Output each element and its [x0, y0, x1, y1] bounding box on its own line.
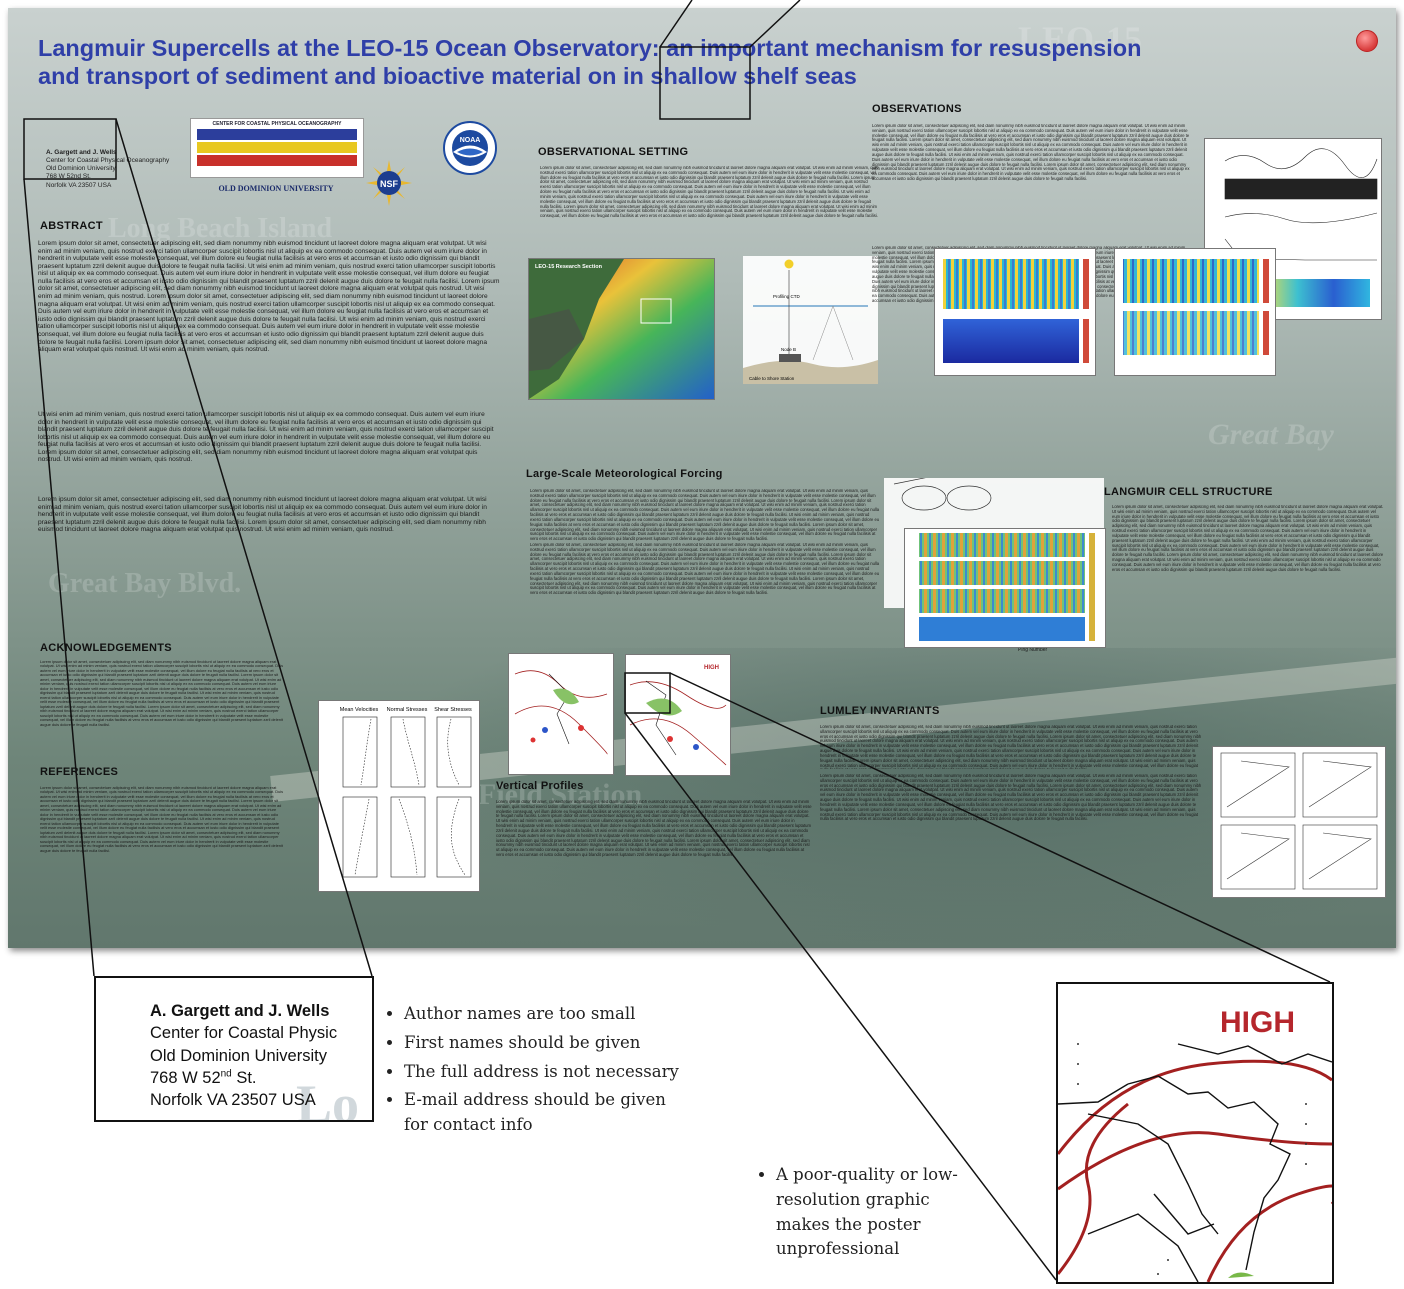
vertical-profiles-plot: Mean Velocities Normal Stresses Shear St… — [340, 707, 472, 878]
observatory-schematic: Profiling CTD Node B Cable to Shore Stat… — [743, 259, 878, 384]
weather-zoom-image: HIGH — [1058, 984, 1332, 1282]
poster-title-line2: and transport of sediment and bioactive … — [38, 63, 857, 90]
odu-logo-text: OLD DOMINION UNIVERSITY — [218, 184, 334, 193]
poster-title-line1: Langmuir Supercells at the LEO-15 Ocean … — [38, 35, 1142, 61]
profiles-label-shear: Shear Stresses — [434, 707, 472, 713]
noaa-logo-icon: NOAA — [443, 121, 497, 175]
critique-item-graphic: A poor-quality or low-resolution graphic… — [776, 1163, 968, 1262]
lumley-invariants-plot — [1220, 752, 1378, 890]
critique-item: The full address is not necessary — [404, 1060, 686, 1085]
profiles-label-mean: Mean Velocities — [340, 707, 379, 713]
critique-item: First names should be given — [404, 1031, 686, 1056]
poster-author-names: A. Gargett and J. Wells — [46, 149, 117, 156]
poster-author-line2: Old Dominion University — [46, 165, 116, 173]
abstract-paragraph-1: Lorem ipsum dolor sit amet, consectetuer… — [38, 240, 500, 354]
poster-author-line1: Center for Coastal Physical Oceanography — [46, 157, 170, 165]
color-plot-2-image — [1123, 259, 1269, 355]
lumley-text-2: Lorem ipsum dolor sit amet, consectetuer… — [820, 774, 1202, 822]
heading-acknowledgements: ACKNOWLEDGEMENTS — [40, 642, 172, 654]
heading-vertical-profiles: Vertical Profiles — [496, 780, 584, 792]
ghost-label-station: Field Station — [478, 778, 643, 811]
weather-map-2-high-label: HIGH — [704, 665, 719, 671]
red-dot-icon — [1356, 30, 1378, 52]
leo15-map-figure: LEO-15 Research Section — [528, 258, 715, 400]
logo-band-blue — [197, 129, 357, 140]
langmuir-cell-schematic — [893, 478, 992, 511]
poster: LEO-15 Long Beach Island Great Bay Blvd.… — [8, 8, 1396, 948]
logo-band-yellow — [197, 142, 357, 153]
vertical-profiles-text: Lorem ipsum dolor sit amet, consectetuer… — [496, 800, 812, 858]
logo-band-red — [197, 155, 357, 166]
noaa-logo-text: NOAA — [460, 137, 481, 144]
ping-number-label: Ping Number — [1018, 648, 1048, 653]
langmuir-color-plot-image — [919, 533, 1095, 641]
heading-abstract: ABSTRACT — [40, 220, 103, 232]
lumley-invariants-figure — [1212, 746, 1386, 898]
meteorological-text-1: Lorem ipsum dolor sit amet, consectetuer… — [530, 489, 880, 542]
ghost-label-blvd: Great Bay Blvd. — [48, 568, 242, 599]
author-critique-list: Author names are too small First names s… — [386, 1002, 686, 1142]
cable-label: Cable to Shore Station — [749, 376, 795, 381]
observations-text-1: Lorem ipsum dolor sit amet, consectetuer… — [872, 124, 1190, 182]
leo15-map-title: LEO-15 Research Section — [535, 264, 603, 270]
poster-author-line3: 768 W 52nd St. — [46, 173, 91, 181]
profiling-label: Profiling CTD — [773, 294, 801, 299]
weather-zoom-callout: HIGH — [1056, 982, 1334, 1284]
color-plot-1 — [934, 248, 1096, 376]
ccpo-logo: CENTER FOR COASTAL PHYSICAL OCEANOGRAPHY — [190, 118, 364, 178]
weather-zoom-high-label: HIGH — [1220, 1006, 1295, 1039]
leo15-map-image: LEO-15 Research Section — [529, 259, 714, 399]
zoom-author-names: A. Gargett and J. Wells — [150, 1002, 330, 1020]
zoom-author-line4: Norfolk VA 23507 USA — [150, 1091, 316, 1110]
weather-map-2-image: HIGH — [629, 665, 727, 766]
heading-references: REFERENCES — [40, 766, 119, 778]
critique-item: Author names are too small — [404, 1002, 686, 1027]
nsf-logo-text: NSF — [380, 179, 399, 189]
langmuir-text: Lorem ipsum dolor sit amet, consectetuer… — [1112, 505, 1384, 572]
heading-langmuir: LANGMUIR CELL STRUCTURE — [1104, 486, 1273, 498]
references-text: Lorem ipsum dolor sit amet, consectetuer… — [40, 786, 284, 853]
ghost-label-leo15: LEO-15 — [1018, 19, 1143, 59]
ccpo-logo-text: CENTER FOR COASTAL PHYSICAL OCEANOGRAPHY — [212, 121, 342, 127]
color-plot-1-image — [943, 259, 1089, 363]
poster-author-line4: Norfolk VA 23507 USA — [46, 181, 112, 189]
meteorological-text-2: Lorem ipsum dolor sit amet, consectetuer… — [530, 543, 880, 596]
nsf-logo-icon: NSF — [366, 160, 412, 206]
abstract-paragraph-2: Ut wisi enim ad minim veniam, quis nostr… — [38, 411, 494, 464]
node-label: Node B — [781, 347, 796, 352]
ghost-label-bay: Great Bay — [1208, 418, 1334, 451]
author-zoom-callout: Lo A. Gargett and J. Wells Center for Co… — [94, 976, 374, 1122]
zoom-author-block: A. Gargett and J. Wells Center for Coast… — [150, 1000, 337, 1111]
heading-meteorological: Large-Scale Meteorological Forcing — [526, 468, 723, 480]
abstract-paragraph-3: Lorem ipsum dolor sit amet, consectetuer… — [38, 496, 487, 534]
heading-lumley: LUMLEY INVARIANTS — [820, 705, 940, 717]
zoom-author-line2: Old Dominion University — [150, 1046, 327, 1065]
poster-title: Langmuir Supercells at the LEO-15 Ocean … — [38, 34, 1338, 90]
heading-observations: OBSERVATIONS — [872, 103, 962, 115]
zoom-author-line3: 768 W 52nd St. — [150, 1068, 257, 1087]
weather-map-2: HIGH — [625, 654, 731, 776]
graphic-critique-list: A poor-quality or low-resolution graphic… — [758, 1163, 968, 1266]
poster-authors: A. Gargett and J. Wells Center for Coast… — [46, 149, 169, 190]
weather-map-1-image — [514, 670, 608, 755]
vertical-profiles-figure: Mean Velocities Normal Stresses Shear St… — [318, 700, 480, 892]
observational-setting-text: Lorem ipsum dolor sit amet, consectetuer… — [540, 166, 878, 219]
zoom-ghost-letters: Lo — [296, 1074, 360, 1122]
weather-map-1 — [508, 653, 614, 775]
acknowledgements-text: Lorem ipsum dolor sit amet, consectetuer… — [40, 660, 284, 727]
observatory-schematic-figure: Profiling CTD Node B Cable to Shore Stat… — [743, 256, 878, 384]
heading-observational-setting: OBSERVATIONAL SETTING — [538, 146, 689, 158]
zoom-author-line1: Center for Coastal Physic — [150, 1024, 338, 1043]
langmuir-color-plot — [904, 528, 1106, 648]
lumley-text-1: Lorem ipsum dolor sit amet, consectetuer… — [820, 725, 1202, 769]
color-plot-2 — [1114, 248, 1276, 376]
critique-item: E-mail address should be given for conta… — [404, 1088, 686, 1138]
profiles-label-normal: Normal Stresses — [387, 707, 428, 713]
